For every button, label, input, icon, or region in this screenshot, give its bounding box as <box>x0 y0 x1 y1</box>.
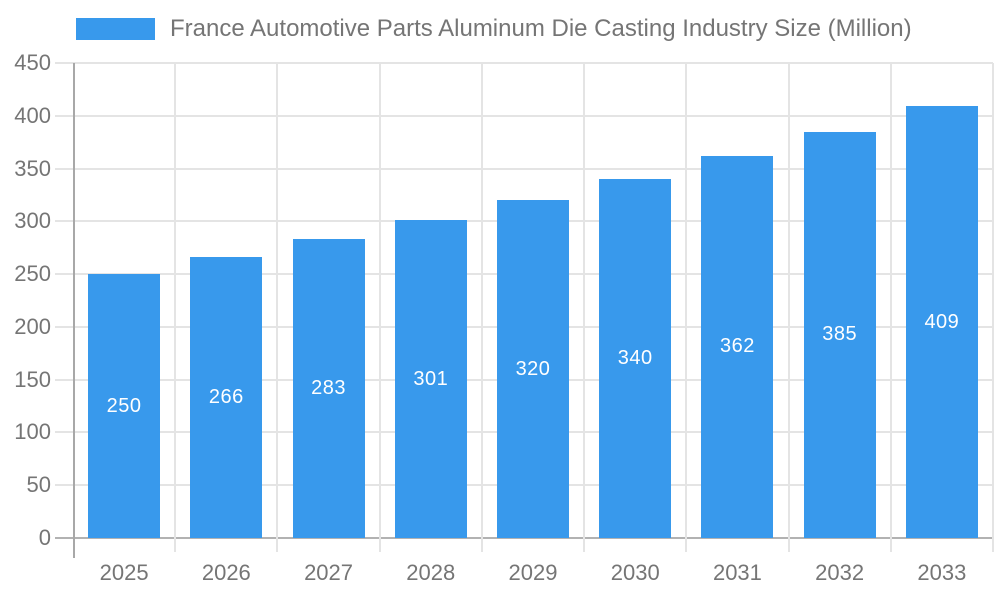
bar-2032[interactable]: 385 <box>803 131 876 538</box>
bar-2027[interactable]: 283 <box>292 239 365 538</box>
legend-swatch-icon <box>76 18 155 40</box>
x-axis-tick <box>992 538 994 552</box>
x-axis-tick <box>685 538 688 552</box>
vertical-gridline <box>480 63 483 538</box>
y-tick-label: 450 <box>14 50 51 75</box>
y-tick-label: 300 <box>14 208 51 234</box>
horizontal-gridline <box>55 114 993 117</box>
y-tick-label: 200 <box>14 313 51 339</box>
y-axis-line <box>73 63 75 558</box>
bar-2026[interactable]: 266 <box>190 257 263 538</box>
bar-value-label: 301 <box>413 367 449 390</box>
bar-value-label: 385 <box>822 323 858 346</box>
bar-value-label: 409 <box>924 310 960 333</box>
horizontal-gridline <box>55 62 993 64</box>
x-tick-label: 2031 <box>712 560 762 585</box>
bar-value-label: 266 <box>208 386 244 409</box>
x-tick-label: 2027 <box>304 560 354 585</box>
y-tick-label: 0 <box>38 525 51 550</box>
vertical-gridline <box>787 63 790 538</box>
vertical-gridline <box>685 63 688 538</box>
bar-value-label: 340 <box>617 347 653 370</box>
vertical-gridline <box>378 63 381 538</box>
y-tick-label: 50 <box>26 472 51 498</box>
x-tick-label: 2028 <box>406 560 456 585</box>
bar-2025[interactable]: 250 <box>88 274 161 538</box>
y-tick-label: 400 <box>14 102 51 128</box>
bar-value-label: 362 <box>720 335 755 358</box>
vertical-gridline <box>583 63 586 538</box>
x-axis-tick <box>889 538 892 552</box>
horizontal-gridline <box>55 537 993 539</box>
bar-2033[interactable]: 409 <box>905 106 978 538</box>
x-tick-label: 2030 <box>610 560 660 585</box>
x-axis-tick <box>378 538 381 552</box>
x-tick-label: 2029 <box>508 560 558 585</box>
bar-2029[interactable]: 320 <box>497 200 569 538</box>
x-axis-tick <box>583 538 586 552</box>
bar-value-label: 320 <box>515 357 551 380</box>
y-tick-label: 100 <box>14 419 51 445</box>
bar-2028[interactable]: 301 <box>394 220 467 538</box>
chart-title: France Automotive Parts Aluminum Die Cas… <box>170 15 912 42</box>
bar-value-label: 283 <box>311 377 346 400</box>
x-tick-label: 2032 <box>815 560 865 585</box>
y-tick-label: 250 <box>14 261 51 287</box>
x-axis-tick <box>480 538 483 552</box>
bar-2030[interactable]: 340 <box>599 179 672 538</box>
x-axis-tick <box>276 538 279 552</box>
y-tick-label: 350 <box>14 155 51 181</box>
vertical-gridline <box>889 63 892 538</box>
plot-area: 250 266 283 301 320 340 362 385 409 <box>55 62 994 558</box>
vertical-gridline <box>276 63 279 538</box>
vertical-gridline <box>174 63 177 538</box>
vertical-gridline <box>992 63 994 538</box>
horizontal-gridline <box>55 167 993 170</box>
x-axis-tick <box>174 538 177 552</box>
y-tick-label: 150 <box>14 366 51 392</box>
x-tick-label: 2025 <box>99 560 149 585</box>
chart-legend[interactable]: France Automotive Parts Aluminum Die Cas… <box>76 14 912 44</box>
x-axis-tick <box>787 538 790 552</box>
x-tick-label: 2026 <box>201 560 251 585</box>
bar-2031[interactable]: 362 <box>701 155 774 538</box>
x-tick-label: 2033 <box>917 560 967 585</box>
bar-value-label: 250 <box>106 394 142 417</box>
